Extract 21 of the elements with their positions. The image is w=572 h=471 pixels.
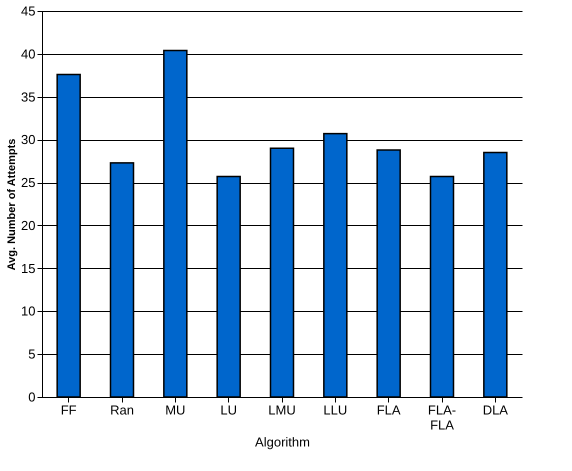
x-tick-label: LU [220,402,237,418]
y-tick-label: 15 [21,260,36,276]
y-axis-title: Avg. Number of Attempts [6,138,18,270]
x-axis-title: Algorithm [255,434,310,450]
x-tick-label: MU [165,402,186,418]
x-tick-label: FF [60,402,77,418]
y-tick-label: 25 [21,175,36,190]
x-tick-label: FLA [376,402,401,418]
y-tick-label: 0 [28,390,36,404]
y-tick-label: 20 [21,218,36,233]
x-tick-label: FLA-FLA [428,402,456,432]
y-tick-label: 35 [21,89,36,104]
x-tick-label: LMU [268,402,296,418]
y-tick-label: 5 [28,346,36,362]
y-tick-label: 40 [21,46,36,62]
x-tick-label: Ran [110,402,134,418]
y-tick-label: 30 [21,132,36,148]
x-tick-label: LLU [323,402,348,418]
y-tick-label: 10 [21,304,36,319]
x-tick-label: DLA [482,402,508,418]
y-tick-label: 45 [21,4,36,18]
